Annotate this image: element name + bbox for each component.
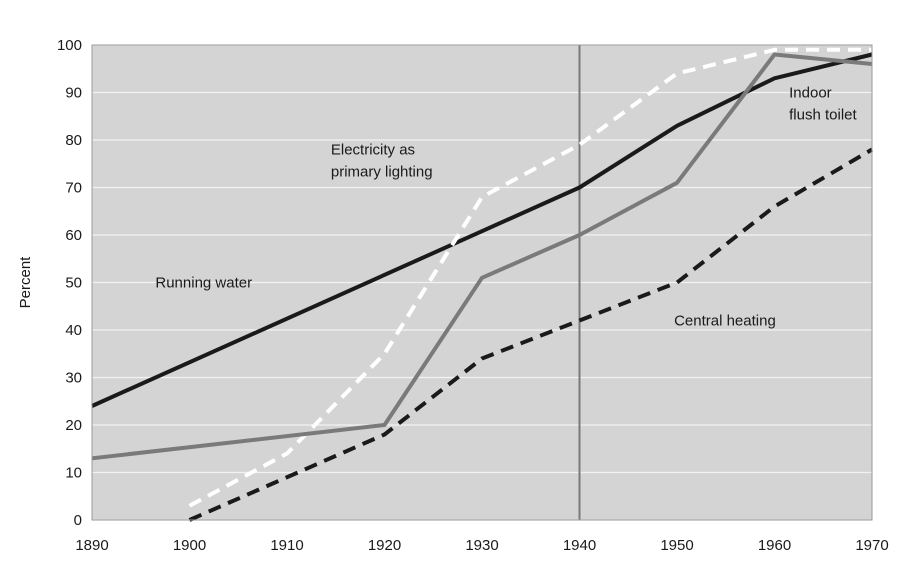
plot-border [91, 44, 873, 521]
annotation-label: Running water [155, 274, 252, 291]
x-tick-label: 1930 [465, 537, 498, 554]
annotation-line: Electricity as [331, 141, 415, 158]
annotation-line: flush toilet [789, 106, 857, 123]
series-lines [91, 47, 874, 522]
series-line-indoor-flush-toilet [91, 52, 873, 461]
x-tick-label: 1890 [75, 537, 108, 554]
annotation-line: Central heating [674, 312, 776, 329]
annotation-label: Electricity as primary lighting [331, 141, 433, 180]
x-axis-ticks: 1890 1900 1910 1920 1930 1940 1950 1960 1970 [75, 537, 888, 554]
x-tick-label: 1950 [660, 537, 693, 554]
y-axis-title: Percent [17, 256, 34, 309]
x-tick-label: 1920 [368, 537, 401, 554]
y-tick-label: 60 [65, 227, 82, 244]
y-tick-label: 10 [65, 465, 82, 482]
annotation-line: primary lighting [331, 163, 433, 180]
series-line-electricity-as-primary-lighting [188, 47, 872, 508]
series-line-running-water [91, 52, 873, 408]
series-line-central-heating [188, 147, 874, 522]
y-tick-label: 70 [65, 180, 82, 197]
x-tick-label: 1940 [563, 537, 596, 554]
annotation-line: Running water [155, 274, 252, 291]
y-tick-label: 20 [65, 417, 82, 434]
x-tick-label: 1960 [758, 537, 791, 554]
x-tick-label: 1900 [173, 537, 206, 554]
y-tick-label: 90 [65, 85, 82, 102]
y-tick-label: 50 [65, 275, 82, 292]
y-tick-label: 0 [74, 512, 82, 529]
annotation-label: Central heating [674, 312, 776, 329]
y-tick-label: 100 [57, 37, 82, 54]
y-tick-label: 40 [65, 322, 82, 339]
y-tick-label: 80 [65, 132, 82, 149]
series-annotations: Running water Electricity as primary light… [155, 84, 857, 329]
x-tick-label: 1910 [270, 537, 303, 554]
y-tick-label: 30 [65, 370, 82, 387]
y-axis-ticks: 0 10 20 30 40 50 60 70 80 90 100 [57, 37, 82, 529]
annotation-label: Indoor flush toilet [789, 84, 857, 123]
annotation-line: Indoor [789, 84, 832, 101]
x-tick-label: 1970 [855, 537, 888, 554]
